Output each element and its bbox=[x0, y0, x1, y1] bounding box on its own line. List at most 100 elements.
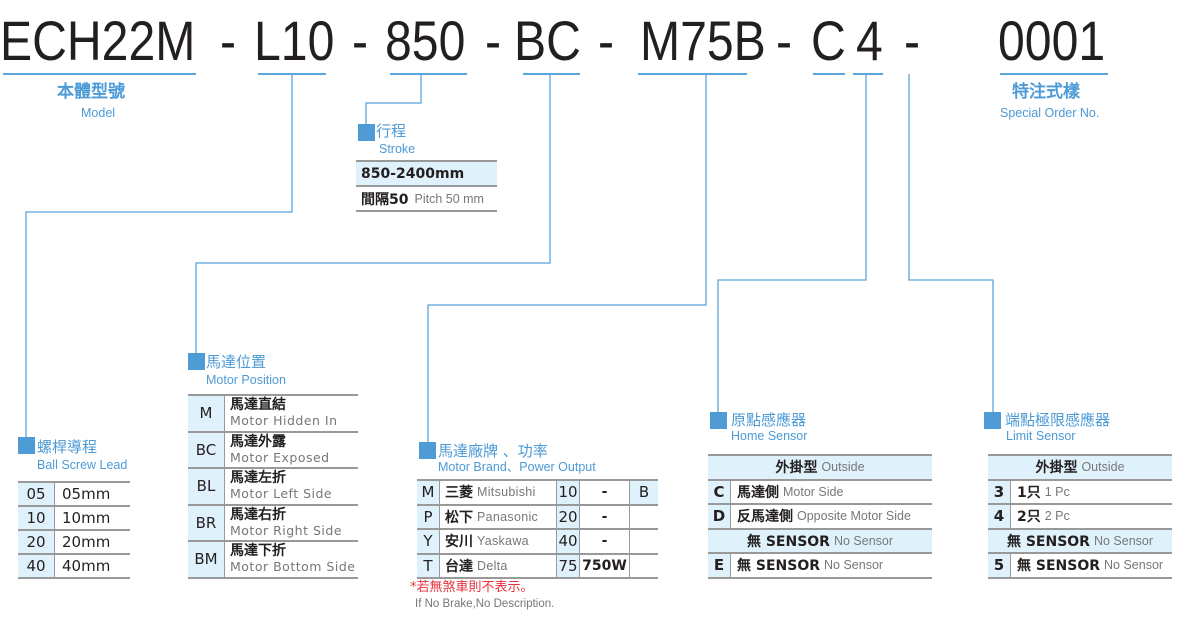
sensor-desc: 無 SENSOR No Sensor bbox=[731, 554, 883, 577]
motor-brand-subtitle: Motor Brand、Power Output bbox=[438, 460, 596, 474]
sensor-zh: 反馬達側 bbox=[737, 509, 793, 526]
underline bbox=[390, 73, 467, 75]
brand-zh: 台達 bbox=[445, 558, 473, 575]
table-row: BC 馬達外露 Motor Exposed bbox=[188, 432, 358, 469]
table-group-header: 無 SENSOR No Sensor bbox=[988, 529, 1172, 554]
sensor-code: C bbox=[708, 480, 731, 503]
lead-value: 40mm bbox=[62, 557, 111, 575]
underline bbox=[638, 73, 747, 75]
table-row: 05 05mm bbox=[18, 483, 130, 507]
sensor-group-zh: 無 SENSOR bbox=[1006, 533, 1090, 550]
table-row: P 松下 Panasonic 20- bbox=[417, 505, 658, 530]
lead-code: 10 bbox=[18, 507, 55, 529]
motor-position-code: M bbox=[188, 396, 225, 431]
lead-value: 10mm bbox=[62, 509, 111, 527]
table-row: C 馬達側 Motor Side bbox=[708, 480, 932, 505]
table-group-header: 外掛型 Outside bbox=[988, 456, 1172, 481]
motor-brand-title: 馬達廠牌 、功率 bbox=[438, 442, 548, 460]
power-value: - bbox=[580, 505, 630, 528]
brand-name: 安川 Yaskawa bbox=[440, 530, 557, 553]
motor-position-en: Motor Exposed bbox=[230, 449, 330, 465]
lead-value: 05mm bbox=[62, 485, 111, 503]
brand-code: P bbox=[417, 505, 440, 528]
brake-code: B bbox=[630, 481, 658, 504]
limit-sensor-table: 外掛型 Outside 3 1只 1 Pc 4 2只 2 Pc 無 SENSOR No Senso… bbox=[988, 454, 1172, 579]
stroke-pitch-en: Pitch 50 mm bbox=[414, 191, 484, 206]
brand-zh: 三菱 bbox=[445, 485, 473, 502]
underline bbox=[853, 73, 883, 75]
section-marker bbox=[18, 437, 35, 454]
sensor-desc: 無 SENSOR No Sensor bbox=[1011, 554, 1163, 577]
stroke-pitch-zh: 間隔50 bbox=[361, 191, 409, 208]
connector-motor-brand bbox=[427, 74, 707, 445]
connector-lead bbox=[25, 74, 293, 440]
brand-zh: 松下 bbox=[445, 509, 473, 526]
code-segment-model: ECH22M bbox=[0, 9, 196, 72]
home-sensor-subtitle: Home Sensor bbox=[731, 429, 808, 443]
motor-position-subtitle: Motor Position bbox=[206, 373, 286, 387]
section-marker bbox=[358, 124, 375, 141]
lead-code: 05 bbox=[18, 483, 55, 505]
brake-note-en: If No Brake,No Description. bbox=[415, 598, 555, 610]
code-segment-special-order: 0001 bbox=[998, 9, 1106, 72]
sensor-group-zh: 無 SENSOR bbox=[746, 533, 830, 550]
table-row: 20 20mm bbox=[18, 531, 130, 555]
table-group-header: 外掛型 Outside bbox=[708, 456, 932, 481]
lead-title: 螺桿導程 bbox=[37, 438, 98, 456]
motor-position-en: Motor Left Side bbox=[230, 486, 333, 502]
motor-position-code: BC bbox=[188, 432, 225, 467]
motor-brand-table: M 三菱 Mitsubishi 10- B P 松下 Panasonic 20- Y 安川 Yaska… bbox=[417, 479, 658, 579]
lead-code: 20 bbox=[18, 531, 55, 553]
motor-position-code: BL bbox=[188, 469, 225, 504]
brake-note: *若無煞車則不表示。 bbox=[410, 580, 534, 595]
sensor-code: 5 bbox=[988, 554, 1011, 577]
limit-sensor-subtitle: Limit Sensor bbox=[1006, 429, 1076, 443]
motor-position-zh: 馬達下折 bbox=[230, 543, 286, 560]
motor-position-desc: 馬達外露 Motor Exposed bbox=[225, 433, 330, 468]
home-sensor-table: 外掛型 Outside C 馬達側 Motor Side D 反馬達側 Opposite Mo… bbox=[708, 454, 932, 579]
underline bbox=[1000, 73, 1108, 75]
sensor-en: Motor Side bbox=[783, 484, 844, 499]
sensor-group: 外掛型 Outside bbox=[708, 456, 932, 479]
motor-position-table: M 馬達直結 Motor Hidden In BC 馬達外露 Motor Exposed B… bbox=[188, 394, 358, 579]
brand-name: 三菱 Mitsubishi bbox=[440, 481, 557, 504]
sensor-group: 無 SENSOR No Sensor bbox=[708, 530, 932, 553]
sensor-group-en: No Sensor bbox=[1093, 533, 1154, 548]
sensor-en: Opposite Motor Side bbox=[797, 509, 911, 524]
power-code: 10 bbox=[557, 481, 580, 504]
underline bbox=[258, 73, 326, 75]
table-row: T 台達 Delta 75 750W bbox=[417, 554, 658, 579]
underline bbox=[523, 73, 580, 75]
underline bbox=[813, 73, 845, 75]
separator: - bbox=[776, 9, 793, 72]
table-row: M 三菱 Mitsubishi 10- B bbox=[417, 481, 658, 506]
sensor-code: 4 bbox=[988, 505, 1011, 528]
table-row: BR 馬達右折 Motor Right Side bbox=[188, 505, 358, 542]
separator: - bbox=[485, 9, 502, 72]
connector-stroke bbox=[365, 74, 422, 128]
sensor-code: 3 bbox=[988, 480, 1011, 503]
stroke-title: 行程 bbox=[376, 122, 407, 140]
motor-position-desc: 馬達直結 Motor Hidden In bbox=[225, 396, 338, 431]
code-segment-motor-brand: M75B bbox=[640, 9, 766, 72]
sensor-desc: 反馬達側 Opposite Motor Side bbox=[731, 505, 911, 528]
table-row: D 反馬達側 Opposite Motor Side bbox=[708, 505, 932, 530]
special-order-title: 特注式樣 bbox=[1012, 82, 1080, 102]
code-segment-home-sensor: C bbox=[811, 9, 846, 72]
sensor-zh: 馬達側 bbox=[737, 484, 779, 501]
brand-en: Panasonic bbox=[477, 509, 539, 524]
stroke-subtitle: Stroke bbox=[379, 142, 416, 156]
power-value: - bbox=[580, 481, 630, 504]
motor-position-code: BM bbox=[188, 542, 225, 577]
sensor-zh: 2只 bbox=[1017, 509, 1041, 526]
section-marker bbox=[419, 442, 436, 459]
separator: - bbox=[598, 9, 615, 72]
motor-position-en: Motor Hidden In bbox=[230, 413, 338, 429]
brake-code bbox=[630, 530, 658, 553]
sensor-group: 無 SENSOR No Sensor bbox=[988, 530, 1172, 553]
lead-table: 05 05mm 10 10mm 20 20mm 40 40mm bbox=[18, 481, 130, 579]
sensor-en: 1 Pc bbox=[1044, 484, 1070, 499]
motor-position-en: Motor Right Side bbox=[230, 522, 343, 538]
